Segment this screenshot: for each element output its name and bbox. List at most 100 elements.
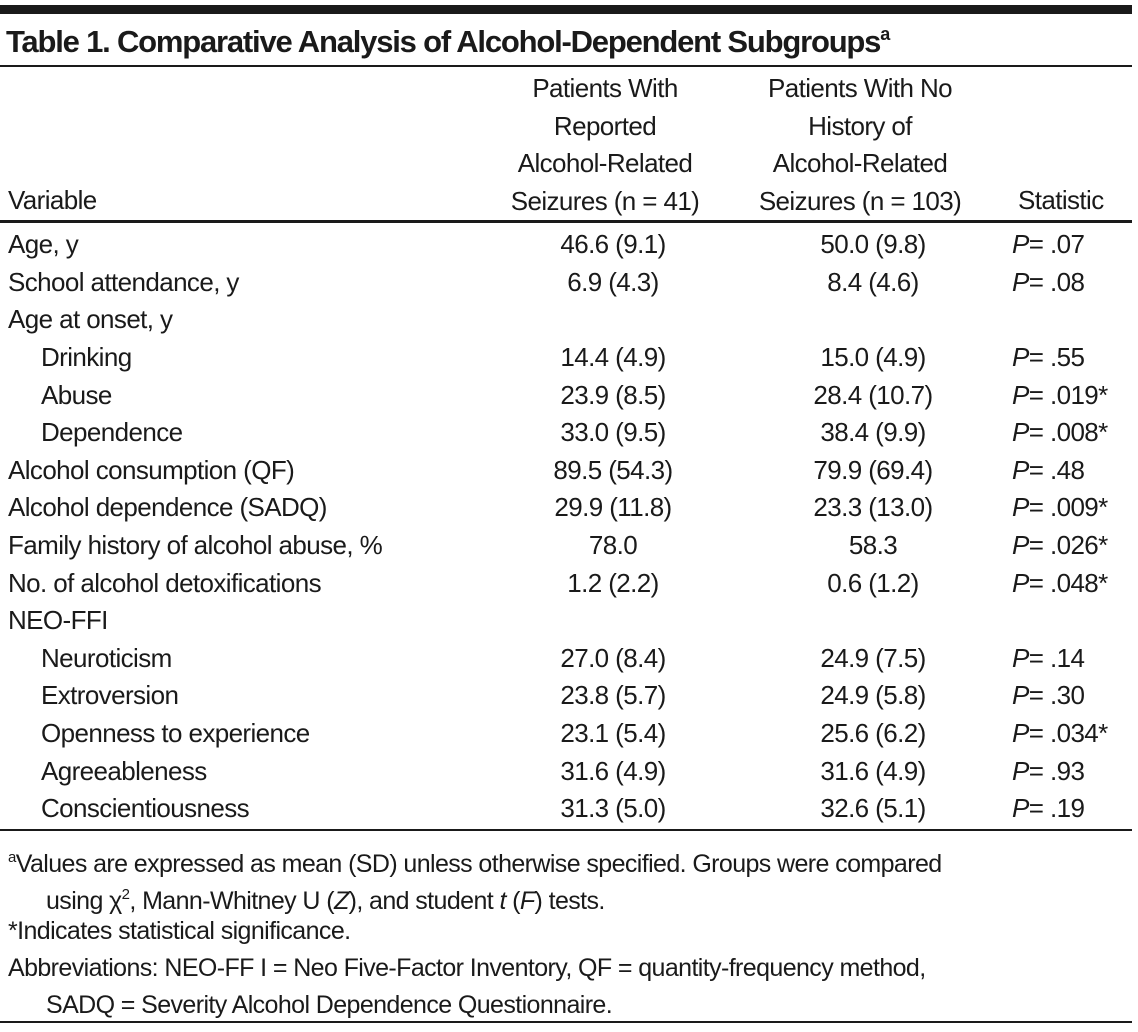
group1-cell — [478, 602, 748, 640]
p-value: = .30 — [1028, 680, 1085, 711]
p-value: = .08 — [1028, 266, 1085, 297]
group2-cell: 8.4 (4.6) — [827, 266, 919, 297]
statistic-cell: P= .008* — [998, 414, 1138, 452]
bottom-rule — [0, 1021, 1132, 1023]
table-row: Family history of alcohol abuse, % 78.0 58… — [0, 527, 1138, 565]
footnote-a-continued: using χ2, Mann-Whitney U (Z), and studen… — [46, 876, 605, 920]
header-rule — [0, 220, 1132, 223]
header-group2-line: History of — [808, 110, 912, 141]
p-symbol: P — [1012, 454, 1029, 485]
table-row: No. of alcohol detoxifications 1.2 (2.2) 0… — [0, 564, 1138, 602]
statistic-cell: P= .93 — [998, 752, 1138, 790]
table-row: Extroversion 23.8 (5.7) 24.9 (5.8) P= .30 — [0, 677, 1138, 715]
statistic-cell: P= .30 — [998, 677, 1138, 715]
statistic-cell: P= .009* — [998, 489, 1138, 527]
p-value: = .034* — [1028, 718, 1109, 749]
variable-cell: Drinking — [41, 342, 132, 373]
table-row: Agreeableness 31.6 (4.9) 31.6 (4.9) P= .93 — [0, 752, 1138, 790]
group2-cell: 31.6 (4.9) — [820, 755, 926, 786]
header-group1-line: Patients With — [532, 73, 678, 103]
group1-cell: 31.3 (5.0) — [560, 793, 666, 824]
table-row: Conscientiousness 31.3 (5.0) 32.6 (5.1) P= … — [0, 790, 1138, 828]
variable-cell: Age at onset, y — [8, 304, 173, 335]
footnote-a: aValues are expressed as mean (SD) unles… — [8, 839, 942, 883]
header-group2-line: Alcohol-Related — [772, 148, 948, 178]
variable-cell: No. of alcohol detoxifications — [8, 567, 322, 598]
title-footnote-mark: a — [880, 24, 891, 44]
p-symbol: P — [1012, 417, 1029, 448]
table-title-text: Table 1. Comparative Analysis of Alcohol… — [6, 24, 881, 59]
data-table: Age, y 46.6 (9.1) 50.0 (9.8) P= .07 School a… — [0, 226, 1138, 828]
statistic-cell: P= .55 — [998, 339, 1138, 377]
group1-cell: 27.0 (8.4) — [560, 642, 666, 673]
group1-cell: 31.6 (4.9) — [560, 755, 666, 786]
p-value: = .009* — [1028, 492, 1109, 523]
group1-cell: 23.8 (5.7) — [560, 680, 666, 711]
group2-cell: 50.0 (9.8) — [820, 229, 926, 260]
variable-cell: Openness to experience — [41, 718, 310, 749]
footnote-abbreviations-continued: SADQ = Severity Alcohol Dependence Quest… — [46, 991, 613, 1019]
variable-cell: Family history of alcohol abuse, % — [8, 530, 383, 561]
header-statistic: Statistic — [1018, 185, 1104, 215]
p-value: = .48 — [1028, 454, 1085, 485]
footnote-italic: F — [519, 887, 535, 915]
statistic-cell: P= .19 — [998, 790, 1138, 828]
footnote-sup: 2 — [121, 886, 130, 903]
footnote-text: ) tests. — [534, 887, 606, 915]
group1-cell: 33.0 (9.5) — [560, 417, 666, 448]
table-row: Neuroticism 27.0 (8.4) 24.9 (7.5) P= .14 — [0, 640, 1138, 678]
p-symbol: P — [1012, 492, 1029, 523]
header-group1-line: Alcohol-Related — [517, 148, 693, 178]
statistic-cell: P= .026* — [998, 527, 1138, 565]
p-symbol: P — [1012, 642, 1029, 673]
group1-cell: 14.4 (4.9) — [560, 342, 666, 373]
group2-cell: 0.6 (1.2) — [827, 567, 919, 598]
table-row: Age at onset, y — [0, 301, 1138, 339]
group1-cell: 23.9 (8.5) — [560, 379, 666, 410]
footnote-text: , Mann-Whitney U ( — [129, 887, 334, 915]
statistic-cell: P= .48 — [998, 452, 1138, 490]
group2-cell: 38.4 (9.9) — [820, 417, 926, 448]
table-row: Alcohol dependence (SADQ) 29.9 (11.8) 23.3… — [0, 489, 1138, 527]
statistic-cell — [998, 301, 1138, 339]
group2-cell: 24.9 (5.8) — [820, 680, 926, 711]
table-title: Table 1. Comparative Analysis of Alcohol… — [6, 24, 890, 60]
p-symbol: P — [1012, 342, 1029, 373]
header-group2: Patients With No History of Alcohol-Rela… — [735, 70, 985, 220]
group1-cell: 46.6 (9.1) — [560, 229, 666, 260]
p-value: = .026* — [1028, 530, 1109, 561]
table-row: Dependence 33.0 (9.5) 38.4 (9.9) P= .008* — [0, 414, 1138, 452]
group2-cell: 24.9 (7.5) — [820, 642, 926, 673]
header-group1-line: Reported — [553, 110, 657, 141]
footnote-significance: *Indicates statistical significance. — [8, 917, 351, 945]
table-row: Abuse 23.9 (8.5) 28.4 (10.7) P= .019* — [0, 376, 1138, 414]
p-symbol: P — [1012, 793, 1029, 824]
p-symbol: P — [1012, 718, 1029, 749]
group2-cell: 28.4 (10.7) — [813, 379, 933, 410]
header-group2-line: Seizures (n = 103) — [758, 185, 962, 216]
top-thick-rule — [0, 5, 1132, 14]
variable-cell: NEO-FFI — [8, 605, 108, 636]
table-row: Alcohol consumption (QF) 89.5 (54.3) 79.9 … — [0, 452, 1138, 490]
p-value: = .19 — [1028, 793, 1085, 824]
footnote-a-mark: a — [8, 849, 16, 866]
variable-cell: Age, y — [8, 229, 79, 260]
variable-cell: School attendance, y — [8, 266, 239, 297]
statistic-cell: P= .08 — [998, 264, 1138, 302]
group2-cell: 32.6 (5.1) — [820, 793, 926, 824]
statistic-cell: P= .019* — [998, 376, 1138, 414]
group1-cell: 6.9 (4.3) — [567, 266, 659, 297]
footnote-text: ( — [505, 887, 520, 915]
header-group2-line: Patients With No — [767, 73, 953, 103]
p-value: = .93 — [1028, 755, 1085, 786]
group2-cell: 23.3 (13.0) — [813, 492, 933, 523]
footnote-text: ), and student — [348, 887, 500, 915]
group1-cell: 29.9 (11.8) — [554, 492, 672, 523]
p-value: = .048* — [1028, 567, 1109, 598]
variable-cell: Alcohol consumption (QF) — [8, 454, 295, 485]
p-symbol: P — [1012, 680, 1029, 711]
table-row: Age, y 46.6 (9.1) 50.0 (9.8) P= .07 — [0, 226, 1138, 264]
table-row: Drinking 14.4 (4.9) 15.0 (4.9) P= .55 — [0, 339, 1138, 377]
p-value: = .008* — [1028, 417, 1109, 448]
group2-cell: 79.9 (69.4) — [813, 454, 933, 485]
